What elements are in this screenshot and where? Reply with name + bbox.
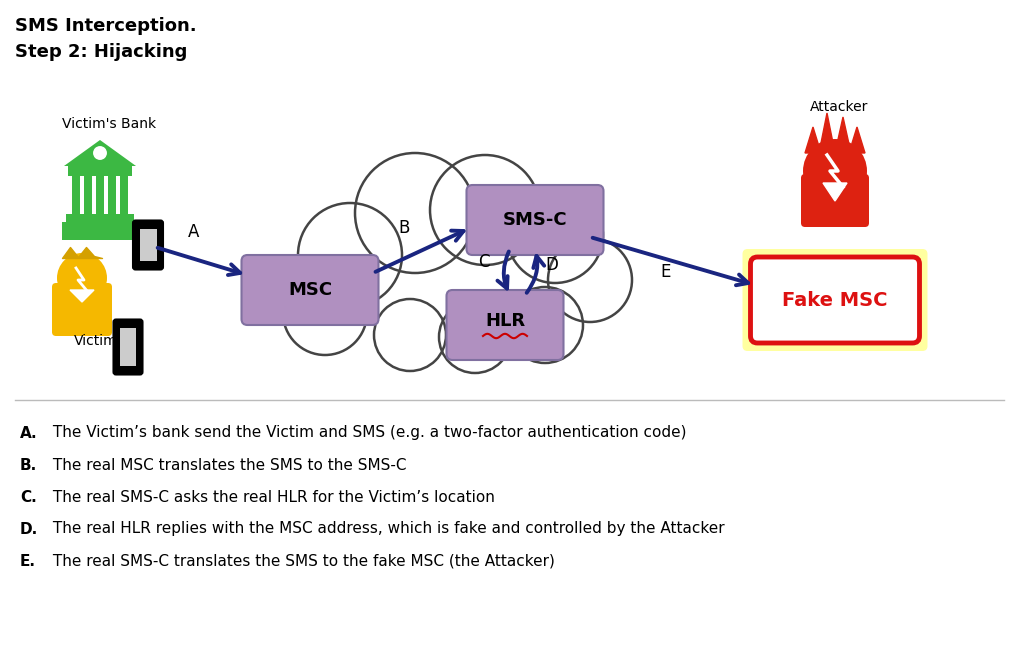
Circle shape: [803, 139, 867, 203]
Text: C.: C.: [20, 489, 37, 504]
Text: A.: A.: [20, 426, 38, 441]
FancyBboxPatch shape: [446, 290, 563, 360]
Text: MSC: MSC: [288, 281, 332, 299]
FancyBboxPatch shape: [801, 174, 869, 227]
Circle shape: [430, 155, 540, 265]
Bar: [96, 176, 104, 214]
Text: Fake MSC: Fake MSC: [782, 291, 888, 310]
Text: C: C: [478, 253, 489, 271]
Circle shape: [507, 287, 583, 363]
Text: E: E: [660, 263, 671, 281]
Polygon shape: [70, 290, 94, 302]
Text: E.: E.: [20, 553, 36, 569]
Bar: [66, 214, 134, 222]
Text: Victim's Bank: Victim's Bank: [62, 117, 156, 131]
Circle shape: [507, 187, 603, 283]
Polygon shape: [835, 117, 851, 153]
Circle shape: [374, 299, 446, 371]
Text: Victim: Victim: [74, 334, 118, 348]
FancyBboxPatch shape: [133, 221, 163, 269]
Circle shape: [548, 238, 632, 322]
Text: A: A: [188, 223, 200, 241]
Text: The real SMS-C translates the SMS to the fake MSC (the Attacker): The real SMS-C translates the SMS to the…: [48, 553, 555, 569]
FancyBboxPatch shape: [52, 283, 112, 336]
Circle shape: [439, 301, 511, 373]
Text: SMS-C: SMS-C: [503, 211, 567, 229]
Polygon shape: [849, 127, 865, 153]
Text: B: B: [398, 219, 410, 237]
FancyBboxPatch shape: [751, 257, 920, 343]
Circle shape: [92, 145, 108, 161]
Circle shape: [355, 153, 475, 273]
Text: HLR: HLR: [485, 312, 525, 330]
Bar: [139, 229, 157, 261]
Circle shape: [283, 271, 367, 355]
Bar: [62, 222, 138, 240]
Bar: [68, 166, 132, 176]
Bar: [72, 176, 80, 214]
Polygon shape: [805, 127, 821, 153]
Text: Step 2: Hijacking: Step 2: Hijacking: [15, 43, 187, 61]
Bar: [84, 176, 92, 214]
Bar: [120, 176, 128, 214]
Text: D: D: [545, 256, 558, 274]
Text: The real HLR replies with the MSC address, which is fake and controlled by the A: The real HLR replies with the MSC addres…: [48, 521, 725, 536]
Polygon shape: [819, 113, 835, 153]
Text: B.: B.: [20, 457, 37, 472]
Text: SMS Interception.: SMS Interception.: [15, 17, 197, 35]
Bar: [108, 176, 116, 214]
Text: The real SMS-C asks the real HLR for the Victim’s location: The real SMS-C asks the real HLR for the…: [48, 489, 495, 504]
Circle shape: [298, 203, 402, 307]
FancyBboxPatch shape: [114, 320, 142, 375]
Polygon shape: [63, 140, 136, 166]
Text: Attacker: Attacker: [810, 100, 868, 114]
Bar: [120, 328, 136, 366]
Text: D.: D.: [20, 521, 38, 536]
FancyBboxPatch shape: [467, 185, 603, 255]
Text: The Victim’s bank send the Victim and SMS (e.g. a two-factor authentication code: The Victim’s bank send the Victim and SM…: [48, 426, 686, 441]
Polygon shape: [823, 183, 847, 201]
Circle shape: [370, 180, 540, 350]
FancyBboxPatch shape: [742, 249, 928, 351]
FancyBboxPatch shape: [242, 255, 379, 325]
Circle shape: [57, 253, 106, 303]
Text: The real MSC translates the SMS to the SMS-C: The real MSC translates the SMS to the S…: [48, 457, 407, 472]
